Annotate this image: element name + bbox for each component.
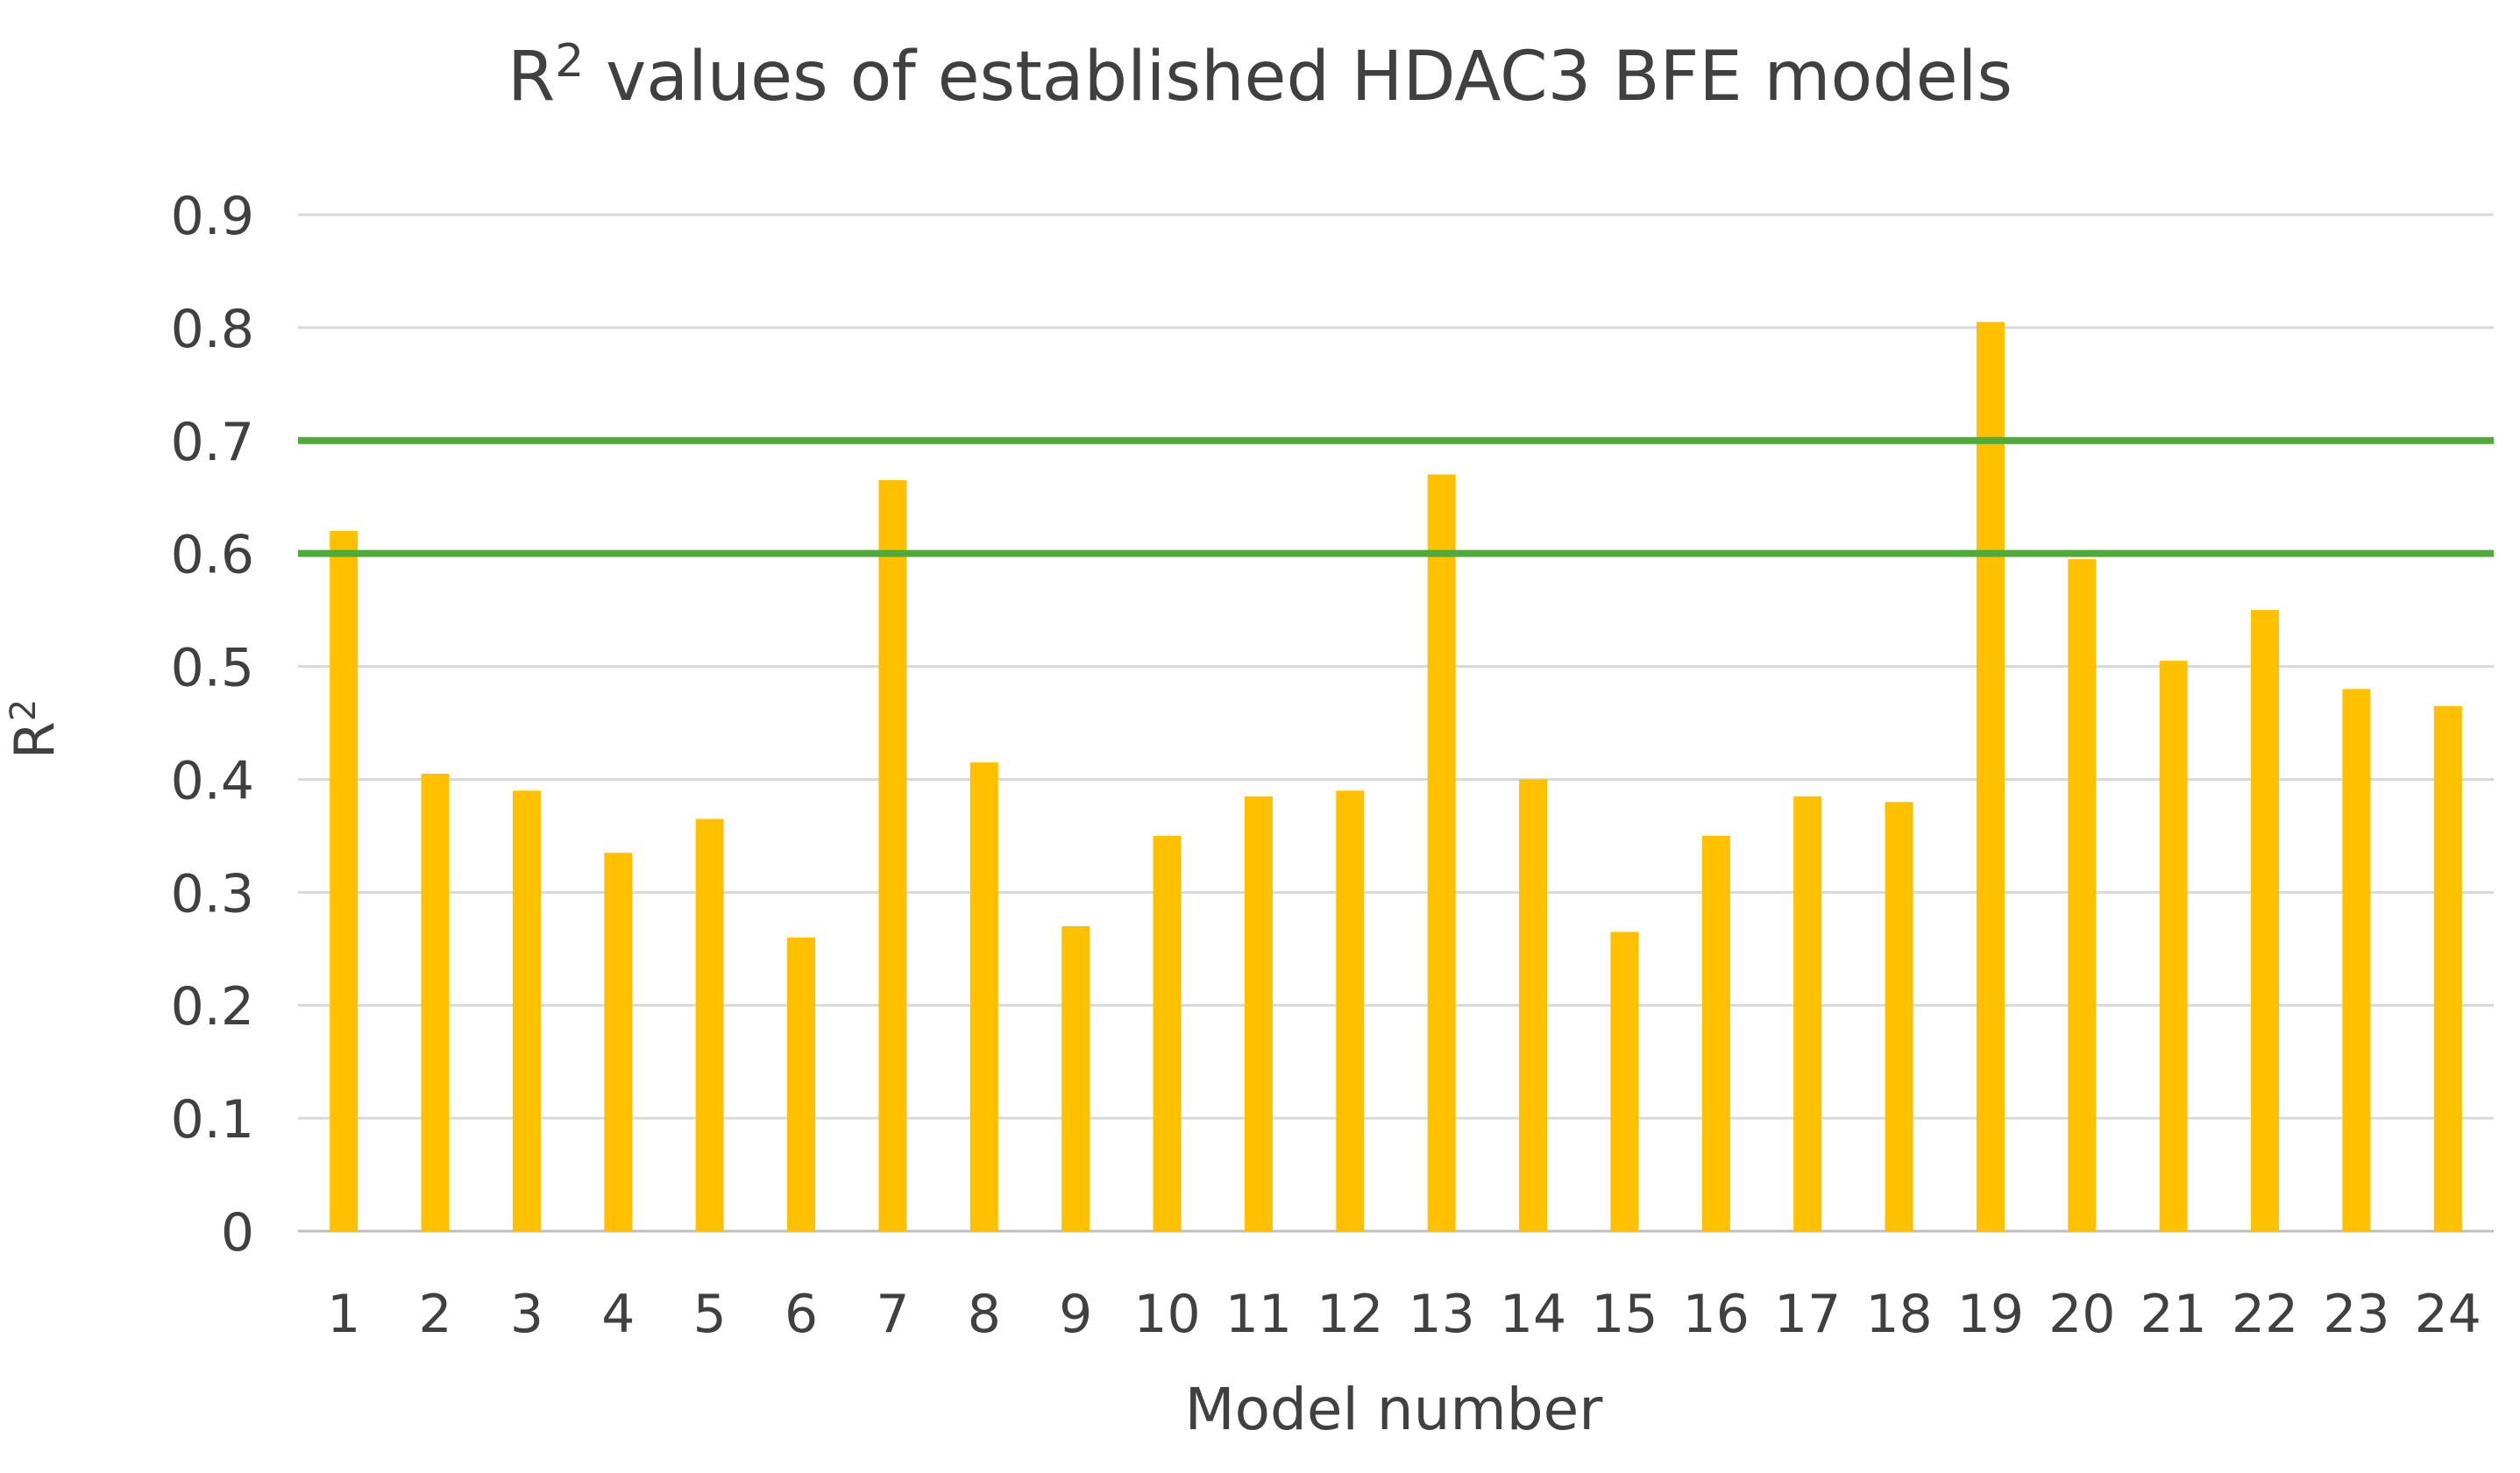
y-axis-label-main: R — [3, 721, 67, 760]
x-tick-label: 3 — [510, 1284, 543, 1345]
bar — [1427, 474, 1456, 1231]
bar — [1793, 796, 1822, 1231]
x-tick-label: 7 — [876, 1284, 909, 1345]
x-tick-label: 1 — [327, 1284, 360, 1345]
bar — [695, 818, 724, 1231]
bar — [969, 762, 998, 1231]
x-tick-label: 6 — [784, 1284, 818, 1345]
chart-title-main: R — [508, 38, 556, 117]
bar — [787, 937, 816, 1231]
x-tick-label: 22 — [2232, 1284, 2298, 1345]
bar — [878, 479, 907, 1231]
chart-title: R2 values of established HDAC3 BFE model… — [0, 35, 2520, 117]
chart-title-superscript: 2 — [555, 35, 585, 88]
x-tick-label: 19 — [1957, 1284, 2024, 1345]
bar — [604, 853, 633, 1231]
x-tick-label: 13 — [1409, 1284, 1475, 1345]
bar — [330, 530, 358, 1231]
x-tick-label: 12 — [1317, 1284, 1383, 1345]
bar — [1153, 835, 1182, 1231]
bar — [2159, 661, 2188, 1231]
x-tick-label: 10 — [1133, 1284, 1200, 1345]
x-tick-label: 4 — [601, 1284, 635, 1345]
bar — [2068, 559, 2097, 1231]
bar — [512, 790, 541, 1231]
bar — [1519, 779, 1548, 1231]
y-tick-label: 0 — [221, 1202, 254, 1264]
bar — [421, 774, 450, 1231]
bar — [1610, 931, 1639, 1231]
y-tick-label: 0.4 — [171, 750, 254, 811]
x-tick-label: 11 — [1225, 1284, 1292, 1345]
chart-title-rest: values of established HDAC3 BFE models — [584, 38, 2012, 117]
x-tick-label: 2 — [418, 1284, 451, 1345]
bar — [1061, 926, 1090, 1231]
y-tick-label: 0.1 — [171, 1089, 254, 1151]
y-axis-label: R2 — [4, 699, 67, 760]
bar — [1336, 790, 1365, 1231]
x-tick-label: 17 — [1774, 1284, 1841, 1345]
y-tick-label: 0.6 — [171, 525, 254, 586]
x-tick-label: 24 — [2415, 1284, 2481, 1345]
y-tick-label: 0.3 — [171, 863, 254, 924]
bar — [2433, 705, 2462, 1231]
bar — [2342, 689, 2371, 1231]
x-tick-label: 21 — [2140, 1284, 2207, 1345]
x-tick-label: 23 — [2323, 1284, 2389, 1345]
y-tick-label: 0.2 — [171, 976, 254, 1037]
bar — [2251, 610, 2280, 1231]
x-tick-label: 14 — [1500, 1284, 1566, 1345]
y-tick-label: 0.5 — [171, 638, 254, 699]
y-axis-label-superscript: 2 — [3, 698, 44, 722]
x-tick-label: 18 — [1865, 1284, 1932, 1345]
x-tick-label: 8 — [968, 1284, 1001, 1345]
bar — [1885, 802, 1913, 1231]
bar — [1976, 322, 2005, 1231]
y-tick-label: 0.8 — [171, 299, 254, 360]
x-tick-label: 15 — [1591, 1284, 1658, 1345]
x-tick-label: 5 — [693, 1284, 727, 1345]
y-tick-label: 0.7 — [171, 412, 254, 473]
y-tick-label: 0.9 — [171, 186, 254, 247]
bar — [1701, 835, 1730, 1231]
bar — [1244, 796, 1273, 1231]
x-tick-label: 20 — [2048, 1284, 2115, 1345]
x-axis-label: Model number — [1184, 1376, 1603, 1443]
x-tick-label: 9 — [1059, 1284, 1092, 1345]
x-tick-label: 16 — [1683, 1284, 1750, 1345]
